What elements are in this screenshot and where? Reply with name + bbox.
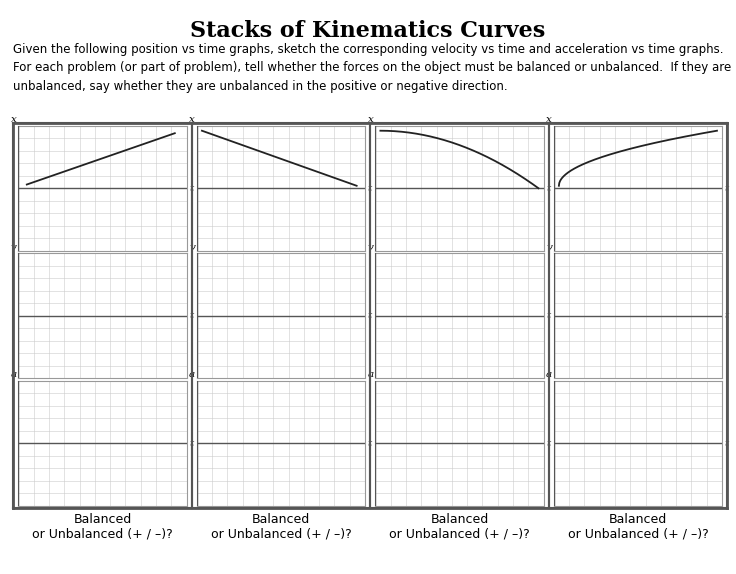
Text: a: a bbox=[367, 370, 374, 379]
Text: Balanced
or Unbalanced (+ / –)?: Balanced or Unbalanced (+ / –)? bbox=[567, 513, 708, 541]
Text: t: t bbox=[189, 184, 194, 193]
Text: Balanced
or Unbalanced (+ / –)?: Balanced or Unbalanced (+ / –)? bbox=[210, 513, 351, 541]
Text: Given the following position vs time graphs, sketch the corresponding velocity v: Given the following position vs time gra… bbox=[13, 43, 723, 56]
Text: t: t bbox=[367, 439, 372, 448]
Text: v: v bbox=[11, 243, 17, 252]
Text: a: a bbox=[546, 370, 552, 379]
Text: Balanced
or Unbalanced (+ / –)?: Balanced or Unbalanced (+ / –)? bbox=[389, 513, 530, 541]
Text: t: t bbox=[546, 184, 551, 193]
Text: x: x bbox=[11, 115, 17, 125]
Text: t: t bbox=[724, 439, 729, 448]
Text: v: v bbox=[368, 243, 374, 252]
Text: t: t bbox=[724, 311, 729, 320]
Text: x: x bbox=[546, 115, 552, 125]
Text: unbalanced, say whether they are unbalanced in the positive or negative directio: unbalanced, say whether they are unbalan… bbox=[13, 80, 508, 93]
Text: t: t bbox=[367, 311, 372, 320]
Text: x: x bbox=[368, 115, 374, 125]
Text: For each problem (or part of problem), tell whether the forces on the object mus: For each problem (or part of problem), t… bbox=[13, 61, 732, 75]
Text: t: t bbox=[367, 184, 372, 193]
Text: v: v bbox=[546, 243, 552, 252]
Text: t: t bbox=[724, 184, 729, 193]
Text: t: t bbox=[189, 439, 194, 448]
Text: v: v bbox=[189, 243, 195, 252]
Text: t: t bbox=[189, 311, 194, 320]
Text: x: x bbox=[189, 115, 195, 125]
Text: Stacks of Kinematics Curves: Stacks of Kinematics Curves bbox=[191, 20, 545, 42]
Text: t: t bbox=[546, 311, 551, 320]
Text: a: a bbox=[189, 370, 195, 379]
Text: t: t bbox=[546, 439, 551, 448]
Text: Balanced
or Unbalanced (+ / –)?: Balanced or Unbalanced (+ / –)? bbox=[32, 513, 173, 541]
Text: a: a bbox=[10, 370, 17, 379]
